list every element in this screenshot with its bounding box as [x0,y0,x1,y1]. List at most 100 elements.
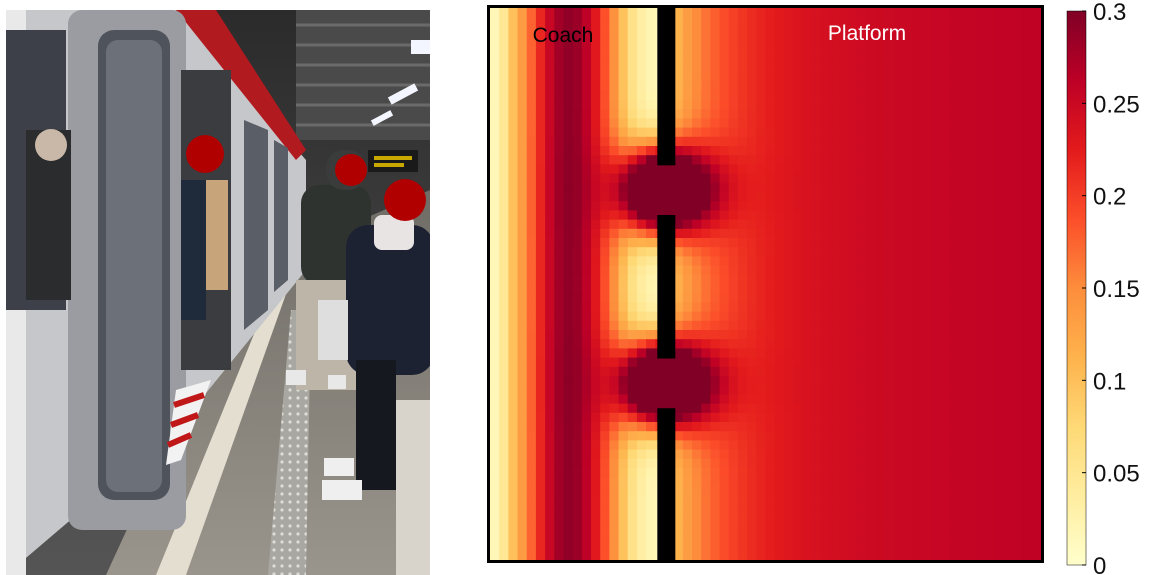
heatmap-cell [811,422,822,432]
heatmap-cell [894,495,904,506]
heatmap-cell [673,348,684,359]
heatmap-cell [921,8,932,18]
heatmap-cell [783,348,794,359]
heatmap-cell [646,403,656,414]
heatmap-cell [995,302,1005,313]
heatmap-cell [811,477,822,487]
heatmap-cell [554,504,565,515]
heatmap-cell [499,532,509,543]
heatmap-cell [811,449,822,460]
heatmap-cell [499,541,509,552]
heatmap-cell [939,155,950,165]
heatmap-cell [535,532,546,543]
heatmap-cell [921,100,932,110]
heatmap-cell [517,440,528,451]
heatmap-cell [967,127,978,138]
heatmap-cell [894,90,904,101]
heatmap-cell [958,109,969,119]
heatmap-cell [884,274,895,285]
heatmap-cell [609,219,620,230]
heatmap-cell [765,118,776,129]
heatmap-cell [875,550,886,561]
heatmap-cell [848,210,858,221]
heatmap-cell [526,293,537,303]
heatmap-cell [765,247,776,257]
heatmap-cell [710,477,721,487]
heatmap-cell [848,90,858,101]
heatmap-cell [499,311,509,322]
heatmap-cell [820,504,831,515]
heatmap-cell [554,238,565,248]
heatmap-cell [930,330,941,340]
heatmap-cell [857,477,868,487]
heatmap-cell [894,26,904,37]
heatmap-cell [811,26,822,37]
heatmap-cell [848,412,858,423]
heatmap-cell [811,44,822,55]
heatmap-cell [930,523,941,533]
heatmap-cell [1013,81,1024,92]
heatmap-cell [1013,274,1024,285]
heatmap-cell [655,192,666,202]
heatmap-cell [581,81,592,92]
heatmap-cell [756,8,767,18]
heatmap-cell [985,127,996,138]
heatmap-cell [765,422,776,432]
heatmap-cell [921,504,932,515]
heatmap-cell [967,228,978,239]
heatmap-cell [829,201,840,211]
heatmap-cell [710,17,721,27]
heatmap-cell [930,348,941,359]
heatmap-cell [884,219,895,230]
heatmap-cell [609,339,620,349]
heatmap-cell [508,394,519,405]
heatmap-cell [866,284,877,294]
heatmap-cell [921,63,932,73]
heatmap-cell [1013,284,1024,294]
heatmap-cell [646,136,656,147]
heatmap-cell [618,339,629,349]
heatmap-cell [508,366,519,377]
heatmap-cell [719,238,730,248]
heatmap-cell [1022,182,1033,193]
heatmap-cell [563,265,574,276]
heatmap-cell [563,17,574,27]
heatmap-cell [774,357,785,368]
heatmap-cell [866,173,877,184]
heatmap-cell [526,431,537,441]
heatmap-cell [976,136,987,147]
heatmap-cell [490,495,500,506]
heatmap-cell [1013,146,1024,156]
heatmap-cell [692,72,702,83]
heatmap-cell [967,523,978,533]
heatmap-cell [609,17,620,27]
heatmap-cell [499,127,509,138]
heatmap-cell [673,118,684,129]
heatmap-cell [710,127,721,138]
heatmap-cell [600,348,610,359]
heatmap-cell [581,468,592,478]
heatmap-cell [967,146,978,156]
heatmap-cell [976,468,987,478]
heatmap-cell [535,44,546,55]
heatmap-cell [912,523,923,533]
heatmap-cell [710,403,721,414]
heatmap-cell [756,422,767,432]
heatmap-cell [636,330,647,340]
heatmap-cell [572,348,583,359]
heatmap-cell [517,495,528,506]
heatmap-cell [848,256,858,267]
heatmap-cell [636,192,647,202]
heatmap-cell [609,394,620,405]
heatmap-cell [609,403,620,414]
heatmap-cell [563,385,574,395]
heatmap-cell [802,35,813,46]
heatmap-cell [517,173,528,184]
heatmap-cell [756,394,767,405]
heatmap-cell [719,440,730,451]
heatmap-cell [995,504,1005,515]
heatmap-cell [526,468,537,478]
heatmap-cell [545,541,555,552]
heatmap-cell [866,293,877,303]
heatmap-cell [636,394,647,405]
